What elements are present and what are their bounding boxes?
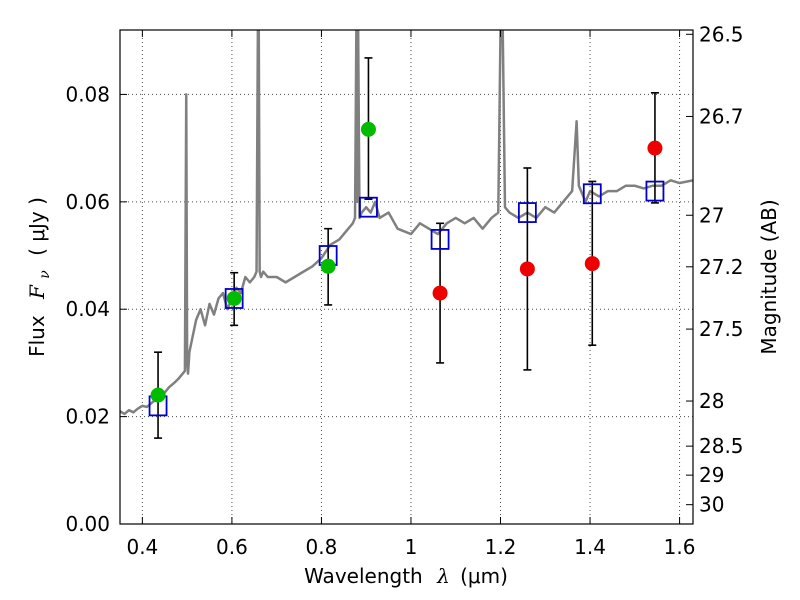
y2-tick-label: 30 [699, 493, 724, 517]
green-data-point [150, 387, 166, 403]
red-data-point [432, 285, 448, 301]
x-tick-label: 1 [405, 535, 418, 559]
model-square-point [517, 202, 537, 223]
y-axis-title-unit: ( μJy ) [25, 197, 49, 256]
y2-tick-label: 27.2 [699, 255, 744, 279]
y-tick-label: 0.06 [65, 190, 110, 214]
y2-tick-label: 26.5 [699, 22, 744, 46]
x-tick-label: 0.8 [306, 535, 338, 559]
y2-tick-label: 27.5 [699, 317, 744, 341]
y-axis-title: Flux F ν ( μJy ) [25, 197, 54, 357]
y2-axis-title: Magnitude (AB) [757, 199, 781, 354]
model-square-point [645, 180, 665, 202]
model-square-point [224, 288, 244, 309]
spectrum-line [120, 30, 693, 416]
y-axis-title-subscript: ν [37, 270, 53, 279]
red-data-point [647, 140, 663, 156]
y-tick-label: 0.02 [65, 405, 110, 429]
model-square-point [430, 229, 450, 250]
plot-frame [119, 29, 694, 525]
y-tick-label: 0.04 [65, 297, 110, 321]
red-data-point [584, 256, 600, 272]
axis-ticks: 0.4 0.6 0.8 1 1.2 1.4 1.6 0.00 0.02 0.04 0.06 0.08 2… [65, 22, 743, 559]
x-tick-label: 1.2 [485, 535, 517, 559]
red-data-point [519, 261, 535, 277]
green-data-point [226, 290, 242, 306]
x-axis-title-unit: (μm) [460, 564, 508, 588]
y2-tick-label: 26.7 [699, 104, 744, 128]
y2-tick-label: 28.5 [699, 434, 744, 458]
x-tick-label: 0.4 [126, 535, 158, 559]
y2-tick-label: 27 [699, 203, 724, 227]
y2-tick-label: 28 [699, 389, 724, 413]
x-tick-label: 0.6 [216, 535, 248, 559]
marker-layer [148, 57, 665, 439]
model-square-point [359, 196, 378, 218]
y2-tick-label: 29 [699, 463, 724, 487]
y-tick-label: 0.00 [65, 512, 110, 536]
model-square-point [582, 183, 602, 205]
green-data-point [360, 121, 376, 137]
plot-background [120, 30, 693, 524]
y-axis-title-prefix: Flux [25, 315, 49, 357]
x-axis-title: Wavelength λ (μm) [304, 564, 508, 588]
x-tick-label: 1.6 [664, 535, 696, 559]
x-tick-label: 1.4 [574, 535, 606, 559]
data-layer [120, 30, 693, 416]
green-data-point [320, 258, 336, 274]
y-tick-label: 0.08 [65, 82, 110, 106]
x-axis-title-prefix: Wavelength [304, 564, 423, 588]
x-axis-title-symbol: λ [436, 564, 450, 588]
y-axis-title-symbol: F [25, 284, 49, 300]
